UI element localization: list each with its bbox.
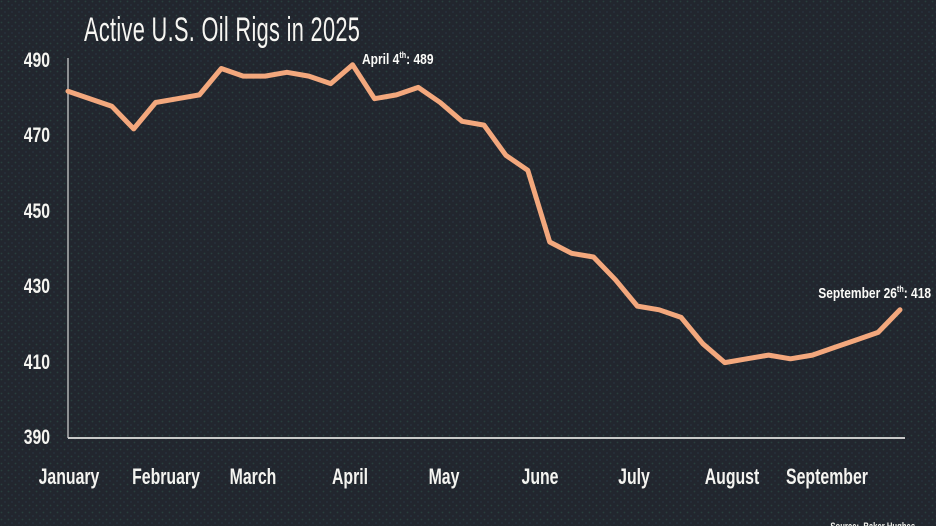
source-credit: Source: Baker Hughes Created by Sage Eco… <box>830 495 934 526</box>
x-axis-month-label: June <box>521 464 559 489</box>
annotation-april-value: : 489 <box>406 51 434 68</box>
annotation-september-prefix: September 26 <box>818 285 897 302</box>
source-line: Source: Baker Hughes <box>830 521 934 526</box>
x-axis-month-label: September <box>786 464 868 489</box>
annotation-september-superscript: th <box>896 284 904 294</box>
y-axis-tick-label: 410 <box>23 350 50 374</box>
annotation-september-value: : 418 <box>903 285 931 302</box>
x-axis-month-label: July <box>618 464 650 489</box>
x-axis-month-label: August <box>704 464 760 489</box>
y-axis-tick-label: 450 <box>23 199 50 223</box>
annotation-april-prefix: April 4 <box>362 51 400 68</box>
annotation-april-peak: April 4th: 489 <box>362 50 434 68</box>
y-axis-tick-label: 490 <box>23 49 50 72</box>
x-axis-month-label: April <box>331 464 369 489</box>
x-axis-month-label: May <box>428 464 460 489</box>
x-axis-month-label: February <box>132 464 200 489</box>
y-axis-tick-label: 470 <box>23 124 50 148</box>
y-axis-tick-label: 390 <box>23 426 50 449</box>
y-axis-tick-label: 430 <box>23 275 50 299</box>
chart-title: Active U.S. Oil Rigs in 2025 <box>84 11 361 49</box>
rig-count-line <box>65 62 903 366</box>
x-axis-month-label: January <box>38 464 100 489</box>
annotation-september-latest: September 26th: 418 <box>818 284 931 302</box>
x-axis-month-label: March <box>229 464 277 489</box>
annotation-april-superscript: th <box>399 50 407 60</box>
